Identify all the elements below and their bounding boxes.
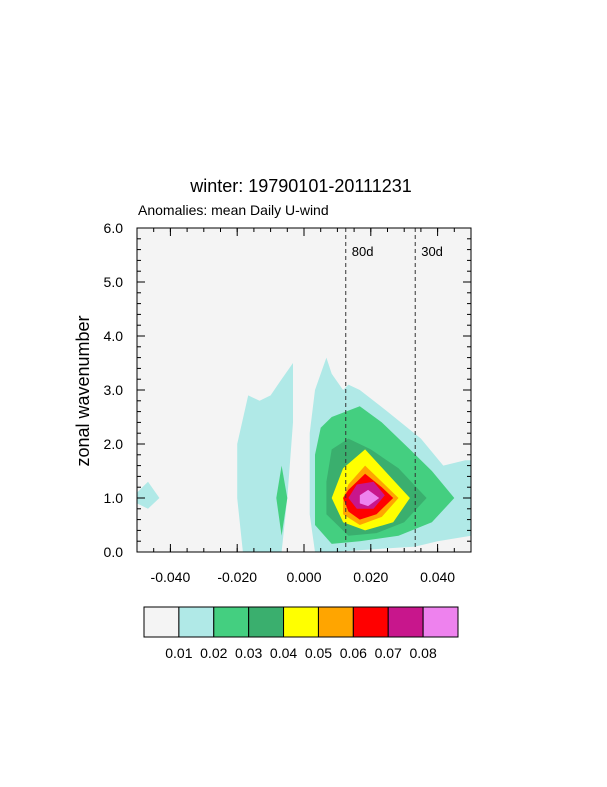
axis-ticks: -0.040 -0.020 0.000 0.020 0.040 0.0 1.0 2.0 3.0 4… (104, 220, 472, 585)
y-tick-label: 3.0 (104, 382, 124, 398)
colorbar-swatch (387, 606, 424, 638)
plot-frame (136, 227, 472, 553)
colorbar-label: 0.03 (235, 645, 262, 661)
contour-region (276, 465, 288, 536)
colorbar-swatch (422, 606, 459, 638)
colorbar-label: 0.06 (340, 645, 367, 661)
colorbar-swatch (143, 606, 180, 638)
colorbar-label: 0.08 (409, 645, 436, 661)
y-tick-label: 2.0 (104, 436, 124, 452)
colorbar-swatch (352, 606, 389, 638)
colorbar-label: 0.02 (200, 645, 227, 661)
colorbar: 0.01 0.02 0.03 0.04 0.05 0.06 0.07 0.08 (143, 606, 459, 661)
contour-region (359, 489, 380, 507)
x-tick-label: 0.000 (286, 569, 321, 585)
y-tick-label: 5.0 (104, 274, 124, 290)
colorbar-swatch (317, 606, 354, 638)
colorbar-swatch (178, 606, 215, 638)
y-tick-label: 1.0 (104, 490, 124, 506)
period-lines: 80d 30d (345, 228, 443, 552)
colorbar-swatch (248, 606, 285, 638)
colorbar-label: 0.07 (375, 645, 402, 661)
y-tick-label: 6.0 (104, 220, 124, 236)
chart-title: winter: 19790101-20111231 (189, 176, 412, 196)
chart-subtitle: Anomalies: mean Daily U-wind (138, 202, 329, 218)
colorbar-label: 0.05 (305, 645, 332, 661)
x-tick-label: -0.040 (151, 569, 191, 585)
period-line-label: 30d (421, 244, 443, 259)
x-tick-label: -0.020 (217, 569, 257, 585)
contour-fills (137, 357, 471, 552)
y-axis-label: zonal wavenumber (73, 315, 93, 466)
contour-region (137, 481, 160, 509)
colorbar-label: 0.04 (270, 645, 297, 661)
x-tick-label: 0.020 (353, 569, 388, 585)
x-tick-label: 0.040 (420, 569, 455, 585)
colorbar-swatch (283, 606, 319, 638)
colorbar-swatch (213, 606, 250, 638)
y-tick-label: 0.0 (104, 544, 124, 560)
colorbar-label: 0.01 (165, 645, 192, 661)
y-tick-label: 4.0 (104, 328, 124, 344)
period-line-label: 80d (352, 244, 374, 259)
